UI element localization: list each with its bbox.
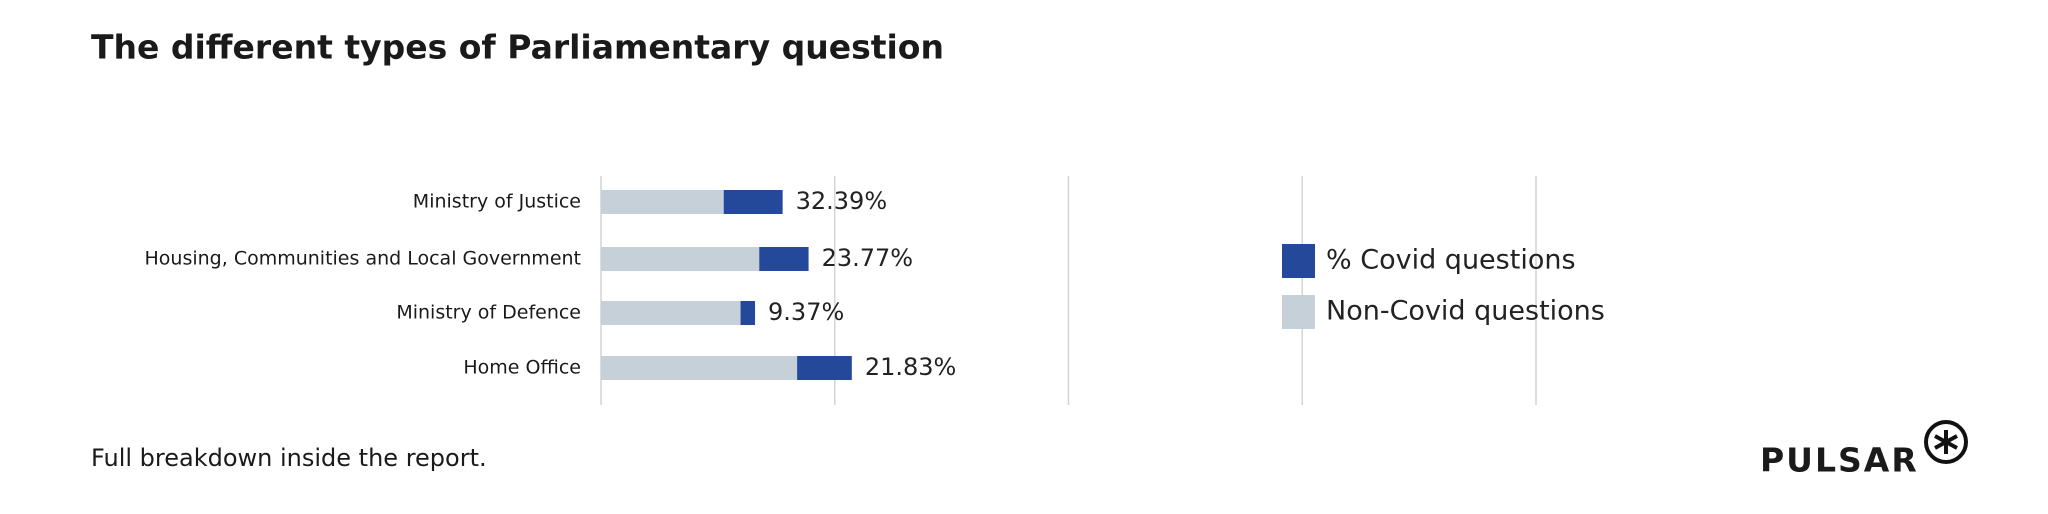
bar-segment bbox=[740, 301, 756, 325]
brand-logo: PULSAR bbox=[1760, 441, 1919, 480]
bar-segment bbox=[601, 301, 741, 325]
y-tick-label: Ministry of Defence bbox=[396, 302, 581, 324]
bar-segment bbox=[723, 190, 783, 214]
bar-segment bbox=[601, 247, 760, 271]
y-tick-label: Home Office bbox=[463, 357, 581, 379]
y-tick-label: Housing, Communities and Local Governmen… bbox=[145, 248, 582, 270]
bar-segment bbox=[759, 247, 809, 271]
bar-segment bbox=[601, 356, 798, 380]
chart-title: The different types of Parliamentary que… bbox=[91, 28, 944, 67]
legend-label: Non-Covid questions bbox=[1326, 296, 1605, 327]
value-label: 23.77% bbox=[822, 244, 914, 272]
legend-swatch bbox=[1282, 244, 1315, 278]
footer: Full breakdown inside the report. bbox=[91, 444, 487, 472]
value-label: 21.83% bbox=[865, 353, 957, 381]
value-label: 9.37% bbox=[768, 298, 844, 326]
legend-label: % Covid questions bbox=[1326, 245, 1576, 276]
y-tick-label: Ministry of Justice bbox=[413, 191, 581, 213]
value-label: 32.39% bbox=[796, 187, 888, 215]
bar-segment bbox=[601, 190, 724, 214]
bar-segment bbox=[797, 356, 852, 380]
logo-icon bbox=[1924, 420, 1968, 464]
legend-swatch bbox=[1282, 295, 1315, 329]
